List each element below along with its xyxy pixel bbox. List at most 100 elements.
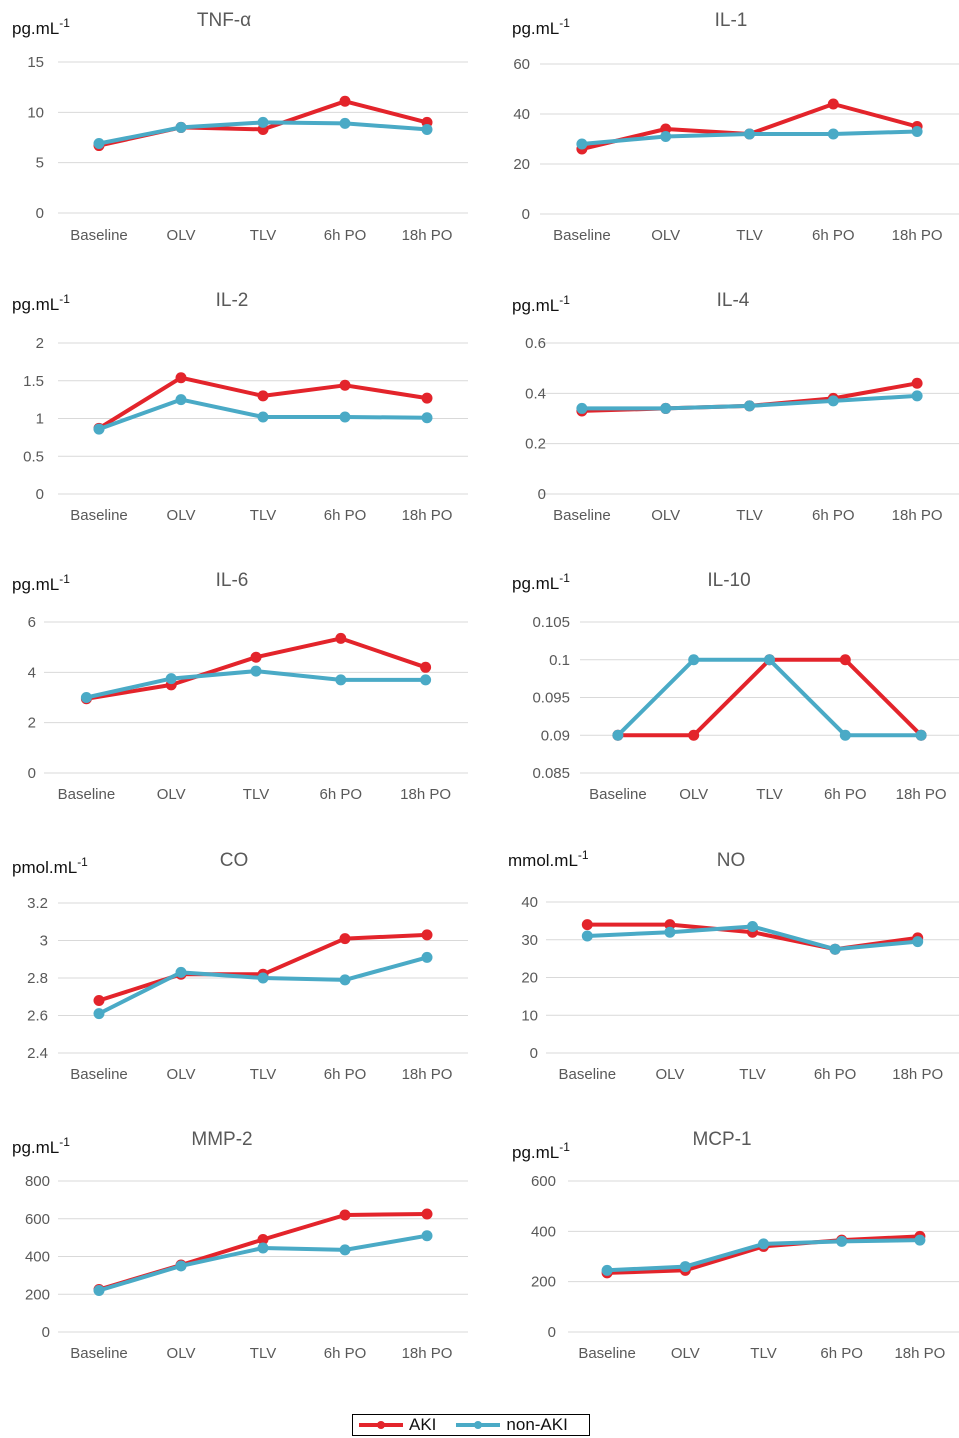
data-point-aki: [420, 661, 432, 673]
x-tick-label: TLV: [250, 227, 276, 244]
data-point-aki: [839, 654, 851, 666]
unit-label-il-6: pg.mL-1: [12, 572, 70, 594]
x-tick-label: 18h PO: [892, 227, 943, 244]
legend-item-aki: AKI: [359, 1415, 436, 1435]
data-point-non-aki: [581, 930, 593, 942]
x-tick-label: 18h PO: [402, 507, 453, 524]
data-point-aki: [250, 651, 262, 663]
data-point-non-aki: [915, 729, 927, 741]
unit-label-no: mmol.mL-1: [508, 848, 589, 870]
data-point-aki: [335, 632, 347, 644]
y-tick-label: 400: [25, 1249, 50, 1266]
x-tick-label: TLV: [736, 227, 762, 244]
x-tick-label: OLV: [167, 1066, 196, 1083]
y-tick-label: 0: [548, 1324, 556, 1341]
y-tick-label: 0.105: [532, 614, 570, 631]
y-tick-label: 0.085: [532, 765, 570, 782]
x-tick-label: TLV: [756, 786, 782, 803]
data-point-non-aki: [175, 394, 187, 406]
data-point-non-aki: [912, 936, 924, 948]
data-point-non-aki: [660, 131, 672, 142]
data-point-aki: [421, 392, 433, 404]
y-tick-label: 400: [531, 1223, 556, 1240]
x-tick-label: TLV: [250, 507, 276, 524]
chart-title-il-10: IL-10: [707, 570, 750, 591]
chart-il-10: IL-10 pg.mL-1 0.085 0.09 0.095 0.1 0.105 Baseli…: [512, 570, 959, 803]
y-tick-label: 4: [28, 664, 36, 681]
data-point-aki: [664, 919, 676, 931]
y-tick-label: 0.1: [549, 652, 570, 669]
x-tick-label: OLV: [167, 507, 196, 524]
data-point-non-aki: [664, 926, 676, 938]
data-point-non-aki: [839, 729, 851, 741]
data-point-aki: [827, 98, 839, 110]
x-tick-label: Baseline: [578, 1345, 636, 1362]
chart-il-2: IL-2 pg.mL-1 0 0.5 1 1.5 2 Baseline OLV TLV 6h PO 1…: [12, 290, 468, 524]
data-point-non-aki: [339, 411, 351, 423]
data-point-non-aki: [93, 138, 105, 150]
y-tick-label: 800: [25, 1173, 50, 1190]
y-tick-label: 600: [531, 1173, 556, 1190]
x-tick-label: 6h PO: [820, 1345, 863, 1362]
x-tick-label: 6h PO: [814, 1066, 857, 1083]
unit-label-il-2: pg.mL-1: [12, 292, 70, 314]
data-point-non-aki: [758, 1238, 769, 1250]
data-point-non-aki: [339, 117, 351, 129]
data-point-non-aki: [80, 692, 92, 703]
x-tick-label: OLV: [655, 1066, 684, 1083]
x-tick-label: TLV: [250, 1345, 276, 1362]
data-point-aki: [581, 919, 593, 931]
x-tick-label: 18h PO: [402, 227, 453, 244]
y-tick-label: 0.095: [532, 690, 570, 707]
chart-title-mcp-1: MCP-1: [692, 1129, 751, 1150]
unit-label-il-4: pg.mL-1: [512, 293, 570, 315]
y-tick-label: 3: [40, 933, 48, 950]
y-tick-label: 60: [513, 56, 530, 73]
x-tick-label: Baseline: [70, 507, 128, 524]
chart-title-tnf: TNF-α: [197, 10, 251, 31]
chart-title-mmp-2: MMP-2: [191, 1129, 252, 1150]
y-tick-label: 2: [28, 715, 36, 732]
data-point-non-aki: [93, 1008, 105, 1020]
data-point-non-aki: [744, 128, 755, 140]
y-tick-label: 600: [25, 1211, 50, 1228]
y-tick-label: 0.5: [23, 448, 44, 465]
x-tick-label: 6h PO: [324, 227, 367, 244]
x-tick-label: 6h PO: [812, 227, 855, 244]
x-tick-label: OLV: [167, 1345, 196, 1362]
x-tick-label: Baseline: [553, 507, 611, 524]
unit-label-co: pmol.mL-1: [12, 855, 88, 877]
x-tick-label: OLV: [651, 507, 680, 524]
x-tick-label: TLV: [243, 786, 269, 803]
y-tick-label: 10: [521, 1007, 538, 1024]
data-point-aki: [339, 379, 351, 391]
data-point-non-aki: [827, 395, 839, 407]
x-tick-label: Baseline: [559, 1066, 617, 1083]
chart-tnf: TNF-α pg.mL-1 0 5 10 15 Baseline OLV TLV 6h PO 18h…: [12, 10, 468, 244]
chart-title-il-4: IL-4: [717, 290, 750, 311]
data-point-aki: [688, 729, 700, 741]
data-point-non-aki: [420, 674, 432, 686]
data-point-non-aki: [421, 951, 433, 963]
data-point-non-aki: [688, 654, 700, 666]
data-point-non-aki: [175, 1260, 187, 1272]
y-tick-label: 20: [521, 970, 538, 987]
data-point-non-aki: [175, 121, 187, 133]
x-tick-label: 6h PO: [324, 1345, 367, 1362]
data-point-non-aki: [679, 1261, 691, 1273]
y-tick-label: 200: [531, 1274, 556, 1291]
data-point-non-aki: [175, 966, 187, 978]
x-tick-label: 18h PO: [896, 786, 947, 803]
data-point-non-aki: [257, 116, 269, 128]
data-point-non-aki: [421, 1230, 433, 1242]
data-point-non-aki: [257, 411, 269, 423]
x-tick-label: 18h PO: [402, 1066, 453, 1083]
x-tick-label: 6h PO: [812, 507, 855, 524]
x-tick-label: OLV: [671, 1345, 700, 1362]
data-point-non-aki: [612, 729, 624, 741]
data-point-non-aki: [339, 974, 351, 986]
data-point-aki: [339, 1209, 351, 1221]
legend-label-aki: AKI: [409, 1415, 437, 1434]
data-point-non-aki: [257, 972, 269, 984]
data-point-non-aki: [335, 674, 347, 686]
